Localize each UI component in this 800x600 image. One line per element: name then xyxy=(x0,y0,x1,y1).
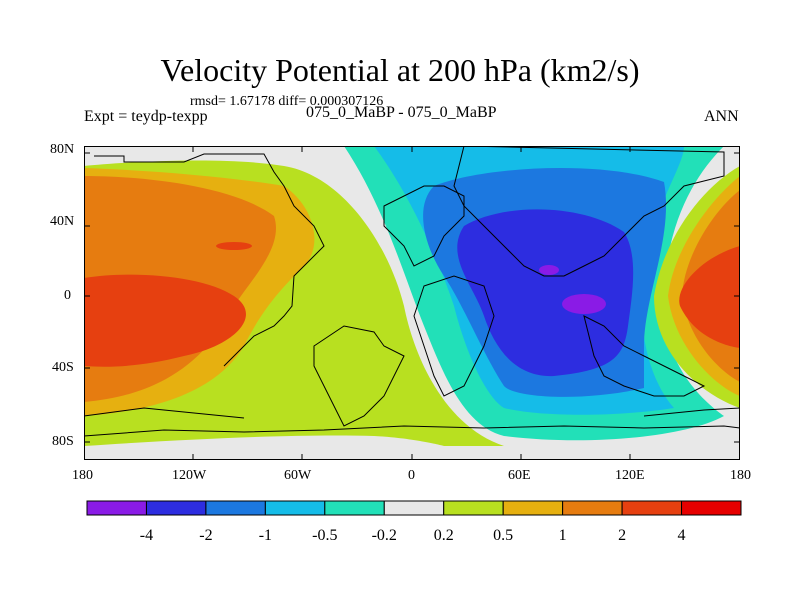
field-band-minus-4 xyxy=(457,209,634,377)
field-band-2-to-4-west-spot xyxy=(216,242,252,250)
colorbar-label: -1 xyxy=(259,527,272,544)
colorbar-label: -4 xyxy=(140,527,153,544)
lon-label-60e: 60E xyxy=(508,468,531,483)
colorbar-label: 4 xyxy=(678,527,686,544)
colorbar-swatch xyxy=(324,500,385,516)
colorbar-swatch xyxy=(383,500,445,516)
colorbar: -4 -2 -1 -0.5 -0.2 0.2 0.5 1 2 4 xyxy=(86,500,742,544)
field-minimum-secondary xyxy=(539,265,559,275)
colorbar-swatch xyxy=(443,500,504,516)
season-label: ANN xyxy=(704,108,739,125)
lon-label-120w: 120W xyxy=(172,468,207,483)
lat-label-0: 0 xyxy=(64,288,71,303)
colorbar-label: -0.5 xyxy=(312,527,337,544)
velocity-potential-map xyxy=(84,146,740,460)
colorbar-swatch xyxy=(145,500,207,516)
colorbar-swatch xyxy=(86,500,147,516)
lon-label-180w: 180 xyxy=(72,468,93,483)
colorbar-label: 0.2 xyxy=(434,527,454,544)
map-frame xyxy=(84,146,740,460)
field-minimum-core xyxy=(562,294,606,314)
lat-label-40s: 40S xyxy=(52,360,74,375)
lon-label-0: 0 xyxy=(408,468,415,483)
field-band-2-to-4-west xyxy=(84,274,246,367)
lon-label-180e: 180 xyxy=(730,468,751,483)
experiment-label: Expt = teydp-texpp xyxy=(84,108,208,125)
lon-label-60w: 60W xyxy=(284,468,312,483)
colorbar-label: -2 xyxy=(199,527,212,544)
plot-subtitle: 075_0_MaBP - 075_0_MaBP xyxy=(306,104,497,121)
plot-title: Velocity Potential at 200 hPa (km2/s) xyxy=(160,52,640,88)
lon-label-120e: 120E xyxy=(615,468,645,483)
lat-label-80s: 80S xyxy=(52,434,74,449)
colorbar-swatch xyxy=(681,500,742,516)
lat-label-80n: 80N xyxy=(50,142,75,157)
colorbar-swatch xyxy=(205,500,266,516)
colorbar-swatch xyxy=(562,500,623,516)
colorbar-swatch xyxy=(264,500,326,516)
colorbar-label: 0.5 xyxy=(493,527,513,544)
colorbar-label: 2 xyxy=(618,527,626,544)
coastlines xyxy=(84,146,740,437)
stats-text: rmsd= 1.67178 diff= 0.000307126 xyxy=(190,94,384,109)
field-band-2-to-4-east xyxy=(679,246,740,348)
colorbar-swatch xyxy=(502,500,564,516)
colorbar-label: -0.2 xyxy=(372,527,397,544)
lat-label-40n: 40N xyxy=(50,214,75,229)
colorbar-label: 1 xyxy=(559,527,567,544)
colorbar-swatch xyxy=(621,500,683,516)
